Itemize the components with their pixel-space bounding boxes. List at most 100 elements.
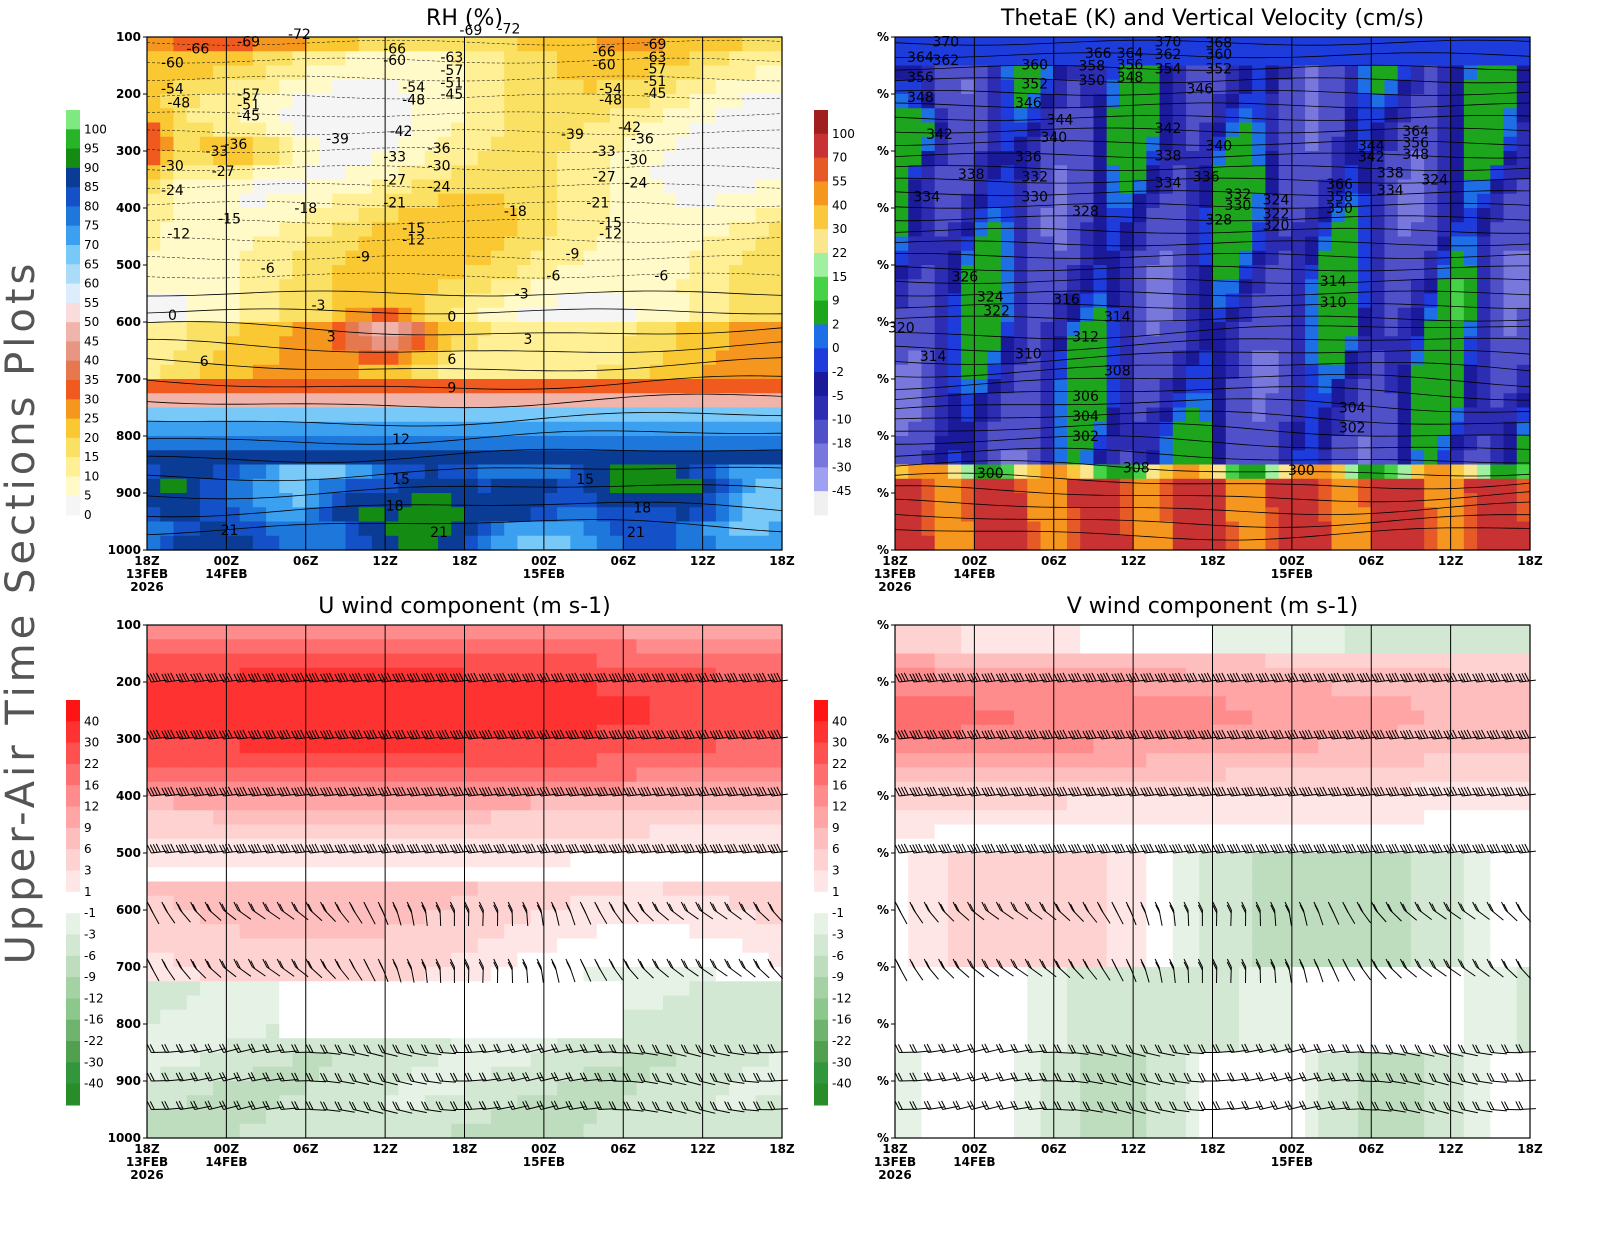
heatmap-cell: [1384, 379, 1399, 394]
heatmap-cell: [1000, 265, 1015, 280]
heatmap-cell: [689, 236, 704, 252]
heatmap-cell: [689, 364, 704, 380]
x-tick-label: 18Z: [882, 554, 908, 568]
heatmap-cell: [186, 151, 201, 166]
heatmap-cell: [1291, 265, 1306, 280]
heatmap-cell: [987, 250, 1002, 266]
heatmap-cell: [1424, 108, 1438, 124]
heatmap-cell: [895, 464, 909, 480]
heatmap-cell: [173, 696, 188, 712]
heatmap-cell: [636, 37, 651, 52]
heatmap-cell: [543, 222, 558, 238]
heatmap-cell: [557, 881, 571, 897]
heatmap-cell: [1252, 436, 1267, 451]
heatmap-cell: [358, 867, 373, 883]
heatmap-cell: [1450, 51, 1465, 67]
heatmap-cell: [702, 450, 717, 466]
heatmap-cell: [1133, 478, 1147, 494]
heatmap-cell: [570, 350, 585, 366]
heatmap-cell: [1252, 108, 1267, 124]
heatmap-cell: [345, 322, 360, 337]
heatmap-cell: [517, 521, 532, 537]
heatmap-cell: [147, 265, 161, 280]
heatmap-cell: [1252, 222, 1267, 238]
heatmap-cell: [947, 179, 962, 195]
heatmap-cell: [1252, 265, 1267, 280]
heatmap-cell: [1384, 350, 1399, 366]
contour-label: 338: [1377, 166, 1404, 182]
heatmap-cell: [543, 696, 558, 712]
heatmap-cell: [424, 493, 439, 508]
heatmap-cell: [239, 464, 254, 480]
contour-label: -57: [237, 87, 260, 103]
heatmap-cell: [1424, 208, 1438, 223]
heatmap-cell: [517, 236, 532, 252]
heatmap-cell: [292, 967, 307, 982]
heatmap-cell: [1133, 51, 1147, 67]
heatmap-cell: [947, 407, 962, 423]
heatmap-cell: [292, 824, 307, 840]
heatmap-cell: [504, 37, 519, 52]
heatmap-cell: [266, 881, 280, 897]
heatmap-cell: [318, 293, 333, 309]
heatmap-cell: [987, 464, 1002, 480]
heatmap-cell: [1093, 307, 1108, 323]
heatmap-cell: [332, 521, 347, 537]
heatmap-cell: [1344, 79, 1359, 95]
heatmap-cell: [160, 364, 175, 380]
heatmap-cell: [768, 307, 783, 323]
heatmap-cell: [517, 796, 532, 811]
heatmap-cell: [332, 881, 347, 897]
heatmap-cell: [147, 37, 161, 52]
heatmap-cell: [1291, 507, 1306, 523]
heatmap-cell: [1278, 250, 1293, 266]
colorbar-swatch: [66, 167, 80, 188]
heatmap-cell: [570, 521, 585, 537]
heatmap-cell: [318, 493, 333, 508]
heatmap-cell: [279, 478, 294, 494]
heatmap-cell: [583, 336, 598, 352]
heatmap-cell: [438, 236, 452, 252]
contour-label: 330: [1225, 198, 1252, 214]
heatmap-cell: [371, 322, 386, 337]
heatmap-cell: [438, 810, 452, 826]
heatmap-cell: [371, 450, 386, 466]
heatmap-cell: [543, 37, 558, 52]
heatmap-cell: [557, 364, 571, 380]
heatmap-cell: [477, 521, 492, 537]
heatmap-cell: [411, 94, 426, 109]
heatmap-cell: [583, 322, 598, 337]
heatmap-cell: [1424, 507, 1438, 523]
heatmap-cell: [1000, 179, 1015, 195]
heatmap-cell: [1040, 464, 1055, 480]
heatmap-cell: [252, 122, 267, 138]
heatmap-cell: [477, 696, 492, 712]
heatmap-cell: [1477, 464, 1491, 480]
heatmap-cell: [411, 867, 426, 883]
contour-label: -12: [402, 232, 425, 248]
heatmap-cell: [438, 1024, 452, 1039]
heatmap-cell: [226, 122, 241, 138]
heatmap-cell: [358, 853, 373, 868]
heatmap-cell: [345, 165, 360, 181]
heatmap-cell: [160, 639, 175, 655]
heatmap-cell: [1450, 393, 1465, 409]
heatmap-cell: [1199, 37, 1214, 52]
heatmap-cell: [252, 293, 267, 309]
heatmap-cell: [1477, 193, 1491, 209]
heatmap-cell: [649, 193, 664, 209]
heatmap-cell: [186, 535, 201, 551]
heatmap-cell: [557, 1123, 571, 1139]
heatmap-cell: [1503, 322, 1518, 337]
heatmap-cell: [266, 136, 280, 152]
heatmap-cell: [398, 165, 413, 181]
heatmap-cell: [1318, 136, 1333, 152]
heatmap-cell: [239, 307, 254, 323]
heatmap-cell: [729, 493, 743, 508]
heatmap-cell: [715, 236, 730, 252]
heatmap-cell: [1133, 535, 1147, 551]
heatmap-cell: [676, 222, 690, 238]
heatmap-cell: [895, 521, 909, 537]
heatmap-cell: [702, 293, 717, 309]
heatmap-cell: [318, 696, 333, 712]
